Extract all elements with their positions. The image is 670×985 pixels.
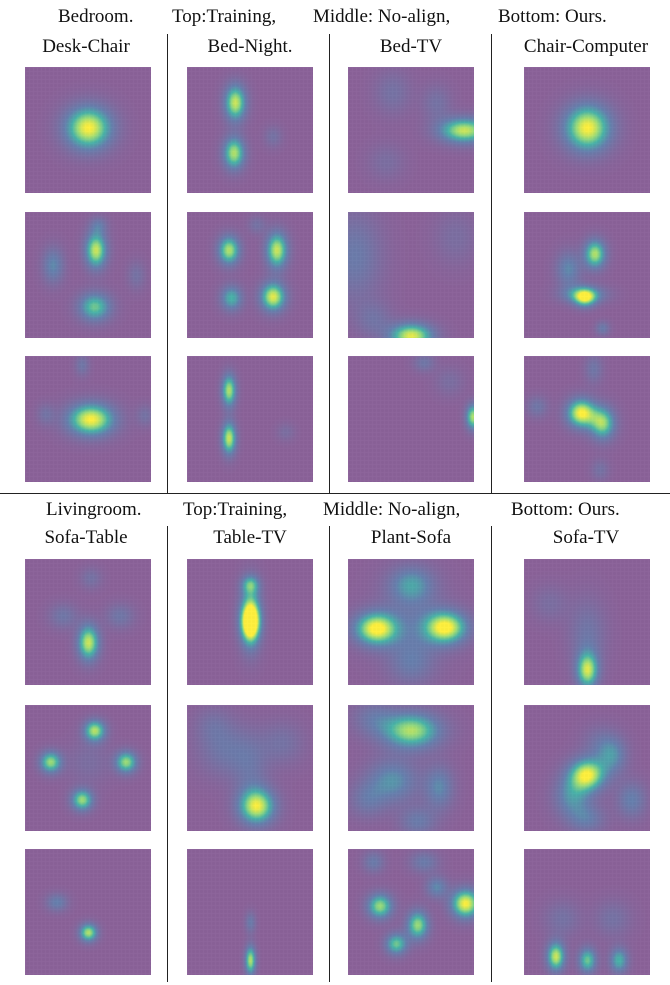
heatmap-top [348,559,474,685]
column-divider [491,526,492,982]
heatmap-bottom [187,356,313,482]
heatmap-top [187,559,313,685]
heatmap-middle [187,212,313,338]
heatmap-top [25,559,151,685]
heatmap-middle [524,212,650,338]
heatmap-bottom [348,356,474,482]
section-caption-bedroom: Bedroom. Top:Training, Middle: No-align,… [0,6,670,32]
caption-middle: Middle: No-align, [323,499,461,520]
column-title: Sofa-TV [552,527,620,548]
column-divider [167,526,168,982]
heatmap-middle [524,705,650,831]
heatmap-bottom [348,849,474,975]
heatmap-top [524,559,650,685]
column-title: Chair-Computer [523,36,649,57]
heatmap-middle [348,212,474,338]
caption-scene: Bedroom. [58,6,134,27]
heatmap-top [187,67,313,193]
heatmap-top [524,67,650,193]
column-divider [491,34,492,493]
heatmap-bottom [187,849,313,975]
heatmap-bottom [25,849,151,975]
heatmap-bottom [25,356,151,482]
column-title: Plant-Sofa [370,527,452,548]
heatmap-bottom [524,356,650,482]
column-title: Table-TV [213,527,287,548]
caption-top: Top:Training, [172,6,277,27]
caption-top: Top:Training, [183,499,288,520]
heatmap-middle [348,705,474,831]
caption-middle: Middle: No-align, [313,6,451,27]
column-divider [329,34,330,493]
heatmap-top [348,67,474,193]
column-divider [167,34,168,493]
heatmap-middle [187,705,313,831]
heatmap-top [25,67,151,193]
caption-bottom: Bottom: Ours. [498,6,607,27]
heatmap-bottom [524,849,650,975]
column-title: Sofa-Table [44,527,128,548]
column-title: Bed-Night. [207,36,293,57]
caption-bottom: Bottom: Ours. [511,499,620,520]
section-caption-livingroom: Livingroom. Top:Training, Middle: No-ali… [0,499,670,525]
heatmap-middle [25,212,151,338]
section-divider [0,493,670,494]
column-title: Bed-TV [379,36,443,57]
column-divider [329,526,330,982]
heatmap-middle [25,705,151,831]
column-title: Desk-Chair [42,36,130,57]
caption-scene: Livingroom. [46,499,142,520]
